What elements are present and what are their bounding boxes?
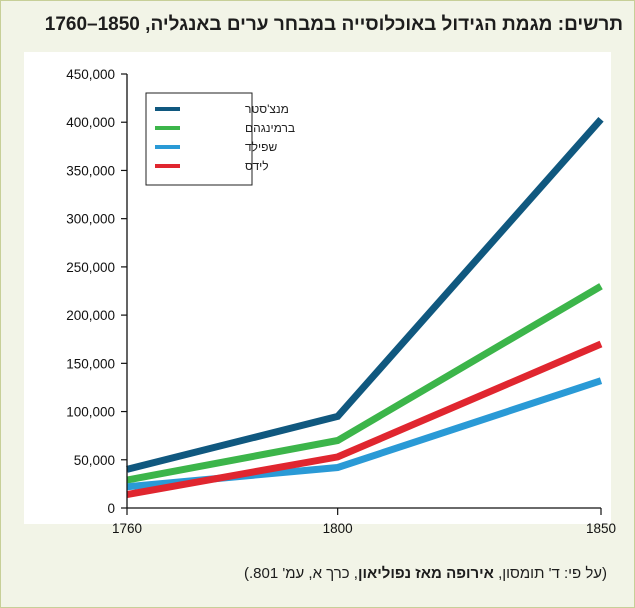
y-tick-label: 200,000 (66, 308, 115, 323)
y-tick-label: 50,000 (74, 453, 115, 468)
source-suffix: , כרך א, עמ' 801.) (243, 565, 358, 582)
series-line-3 (126, 377, 603, 491)
y-tick-label: 0 (107, 501, 115, 516)
y-tick-label: 150,000 (66, 356, 115, 371)
series-line-1 (126, 116, 604, 473)
series-line-2 (126, 283, 603, 484)
chart-title: תרשים: מגמת הגידול באוכלוסייה במבחר ערים… (44, 14, 623, 35)
source-citation: (על פי: ד' תומסון, אירופה מאז נפוליאון, … (244, 565, 607, 582)
source-prefix: (על פי: ד' תומסון, (493, 565, 607, 582)
legend-box (145, 92, 253, 186)
legend-label-4: לידס (245, 159, 269, 173)
x-tick-label: 1760 (112, 521, 142, 536)
y-tick-label: 250,000 (66, 260, 115, 275)
series-line-4 (126, 340, 603, 498)
source-book-title: אירופה מאז נפוליאון (357, 565, 494, 582)
y-tick-label: 450,000 (66, 67, 115, 82)
y-tick-label: 350,000 (66, 163, 115, 178)
x-tick-label: 1800 (323, 521, 353, 536)
legend-label-1: מנצ'סטר (245, 102, 289, 116)
legend-label-3: שפילד (245, 140, 277, 154)
legend-label-2: ברמינגהם (245, 121, 295, 135)
y-tick-label: 300,000 (66, 212, 115, 227)
y-tick-label: 400,000 (66, 115, 115, 130)
x-tick-label: 1850 (586, 521, 616, 536)
y-tick-label: 100,000 (66, 405, 115, 420)
